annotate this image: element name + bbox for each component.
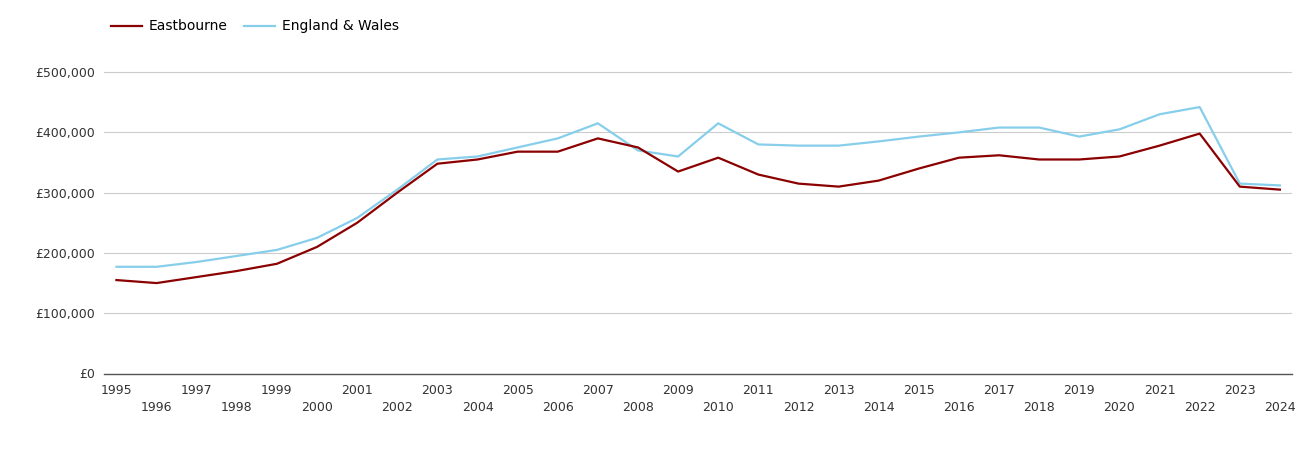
Eastbourne xyxy=(831,184,847,189)
Text: 1996: 1996 xyxy=(141,400,172,414)
England & Wales xyxy=(108,264,124,270)
England & Wales xyxy=(791,143,806,148)
Eastbourne xyxy=(309,244,325,250)
England & Wales xyxy=(389,187,405,192)
Eastbourne xyxy=(992,153,1007,158)
England & Wales xyxy=(269,247,284,252)
Text: 2022: 2022 xyxy=(1184,400,1215,414)
Eastbourne xyxy=(389,190,405,195)
England & Wales xyxy=(911,134,927,140)
England & Wales xyxy=(630,148,646,153)
England & Wales xyxy=(510,145,526,150)
Eastbourne xyxy=(750,172,766,177)
England & Wales xyxy=(992,125,1007,130)
Text: 2002: 2002 xyxy=(381,400,414,414)
England & Wales xyxy=(429,157,445,162)
Line: England & Wales: England & Wales xyxy=(116,107,1280,267)
England & Wales xyxy=(309,235,325,241)
Eastbourne xyxy=(108,277,124,283)
Eastbourne xyxy=(590,136,606,141)
Eastbourne xyxy=(470,157,485,162)
Text: 2012: 2012 xyxy=(783,400,814,414)
England & Wales xyxy=(750,142,766,147)
Eastbourne xyxy=(671,169,686,174)
England & Wales xyxy=(189,259,205,265)
England & Wales xyxy=(870,139,886,144)
Eastbourne xyxy=(1112,154,1128,159)
Text: 2010: 2010 xyxy=(702,400,735,414)
England & Wales xyxy=(350,215,365,220)
England & Wales xyxy=(1191,104,1207,110)
England & Wales xyxy=(1112,126,1128,132)
Eastbourne xyxy=(951,155,967,160)
Eastbourne xyxy=(630,145,646,150)
Line: Eastbourne: Eastbourne xyxy=(116,134,1280,283)
England & Wales xyxy=(671,154,686,159)
England & Wales xyxy=(1232,181,1248,186)
England & Wales xyxy=(710,121,726,126)
Eastbourne xyxy=(870,178,886,183)
England & Wales xyxy=(149,264,164,270)
Text: 2008: 2008 xyxy=(622,400,654,414)
Eastbourne xyxy=(791,181,806,186)
England & Wales xyxy=(228,253,244,259)
Eastbourne xyxy=(510,149,526,154)
Eastbourne xyxy=(1031,157,1047,162)
Eastbourne xyxy=(1272,187,1288,192)
Text: 1998: 1998 xyxy=(221,400,253,414)
Eastbourne xyxy=(1071,157,1087,162)
Text: 2018: 2018 xyxy=(1023,400,1054,414)
Eastbourne xyxy=(149,280,164,286)
England & Wales xyxy=(1272,183,1288,188)
Eastbourne xyxy=(549,149,565,154)
England & Wales xyxy=(1071,134,1087,140)
Text: 2004: 2004 xyxy=(462,400,493,414)
England & Wales xyxy=(470,154,485,159)
Text: 2024: 2024 xyxy=(1265,400,1296,414)
Eastbourne xyxy=(710,155,726,160)
England & Wales xyxy=(549,136,565,141)
England & Wales xyxy=(831,143,847,148)
Eastbourne xyxy=(1232,184,1248,189)
Eastbourne xyxy=(269,261,284,266)
Eastbourne xyxy=(350,220,365,225)
Eastbourne xyxy=(1152,143,1168,148)
Text: 2016: 2016 xyxy=(944,400,975,414)
Text: 2014: 2014 xyxy=(863,400,894,414)
Eastbourne xyxy=(911,166,927,171)
England & Wales xyxy=(951,130,967,135)
Eastbourne xyxy=(228,268,244,274)
Legend: Eastbourne, England & Wales: Eastbourne, England & Wales xyxy=(111,19,399,33)
Text: 2000: 2000 xyxy=(301,400,333,414)
England & Wales xyxy=(590,121,606,126)
Text: 2006: 2006 xyxy=(542,400,574,414)
England & Wales xyxy=(1031,125,1047,130)
Eastbourne xyxy=(1191,131,1207,136)
Eastbourne xyxy=(189,274,205,280)
Eastbourne xyxy=(429,161,445,166)
Text: 2020: 2020 xyxy=(1104,400,1135,414)
England & Wales xyxy=(1152,112,1168,117)
